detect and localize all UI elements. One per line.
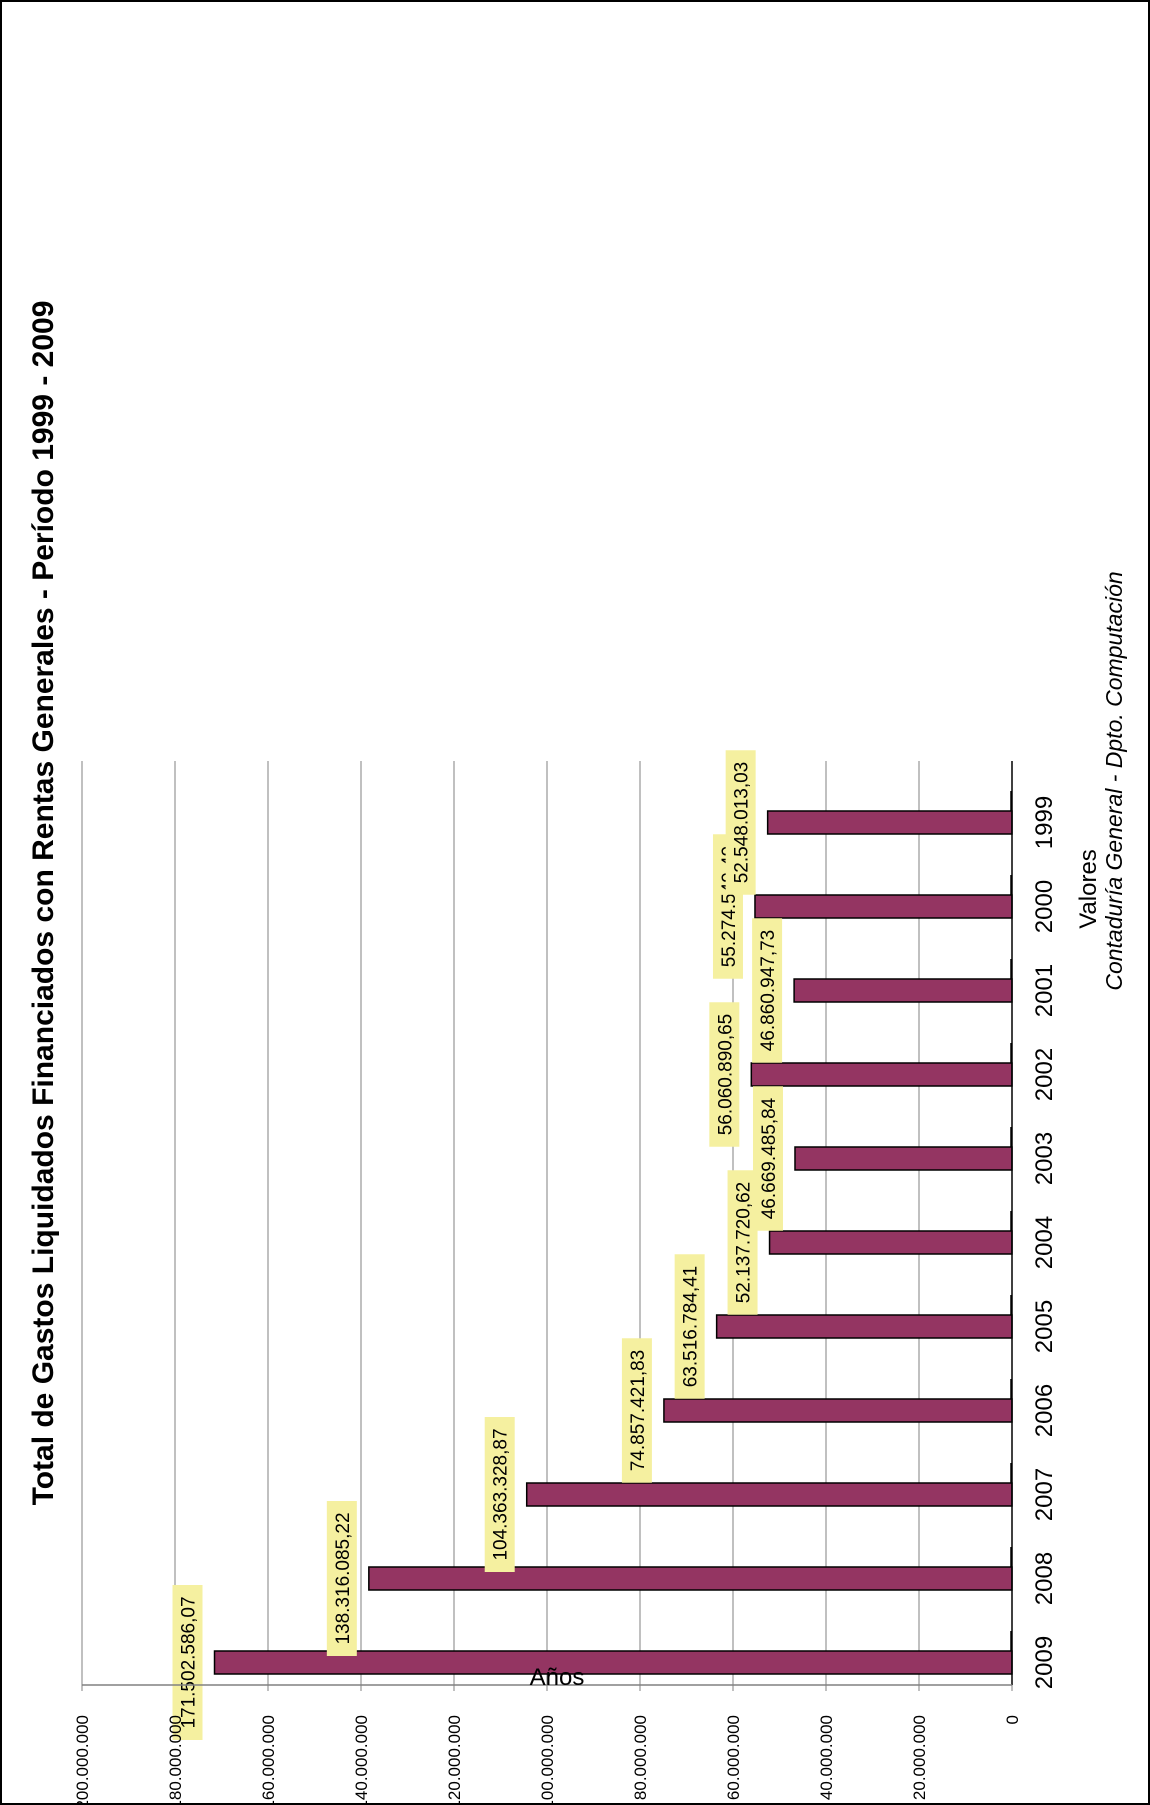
category-tick-labels: 2009 2008 2007 2006 2005 2004 2003 2002 2001 2000…: [1031, 796, 1058, 1689]
category-tick-label: 2004: [1031, 1216, 1058, 1269]
data-label-background: [752, 918, 783, 1063]
data-label-background: [752, 1086, 783, 1231]
value-tick-label: 40.000.000: [817, 1715, 836, 1800]
value-tick-label: 120.000.000: [445, 1715, 464, 1805]
data-label: 74.857.421,83: [628, 1350, 649, 1472]
data-label-background: [621, 1338, 652, 1483]
value-tick-label: 20.000.000: [910, 1715, 929, 1800]
bar: [768, 1230, 1013, 1255]
data-label-background: [326, 1501, 357, 1656]
data-label-background: [172, 1585, 203, 1740]
data-label: 52.548.013,03: [732, 762, 753, 884]
data-labels: 171.502.586,07 138.316.085,22 104.363.328,…: [172, 750, 783, 1740]
data-label: 138.316.085,22: [333, 1512, 354, 1644]
value-tick-label: 200.000.000: [73, 1715, 92, 1805]
value-tick-label: 0: [1003, 1715, 1022, 1724]
bar: [794, 1146, 1013, 1171]
bar: [368, 1566, 1013, 1591]
data-label-background: [484, 1417, 515, 1572]
bar: [754, 894, 1013, 919]
bar: [750, 1062, 1013, 1087]
data-label: 52.137.720,62: [734, 1182, 755, 1304]
data-label: 46.669.485,84: [759, 1097, 780, 1219]
bar: [766, 810, 1013, 835]
data-label: 56.060.890,65: [715, 1014, 736, 1136]
category-tick-label: 2009: [1031, 1636, 1058, 1689]
data-label-background: [709, 1002, 740, 1147]
bar: [715, 1314, 1013, 1339]
chart-title: Total de Gastos Liquidados Financiados c…: [27, 301, 60, 1506]
category-tick-label: 2006: [1031, 1384, 1058, 1437]
category-tick-label: 2003: [1031, 1132, 1058, 1185]
bar: [793, 978, 1013, 1003]
data-label-background: [725, 750, 756, 895]
bar: [663, 1398, 1013, 1423]
data-label: 104.363.328,87: [491, 1428, 512, 1560]
value-tick-label: 160.000.000: [259, 1715, 278, 1805]
data-label: 46.860.947,73: [758, 930, 779, 1052]
rotated-chart-group: Total de Gastos Liquidados Financiados c…: [27, 301, 1127, 1805]
category-tick-label: 2002: [1031, 1048, 1058, 1101]
category-tick-label: 1999: [1031, 796, 1058, 849]
value-tick-label: 100.000.000: [538, 1715, 557, 1805]
footer-credit: Contaduría General - Dpto. Computación: [1101, 571, 1127, 990]
category-tick-label: 2001: [1031, 964, 1058, 1017]
value-tick-label: 140.000.000: [352, 1715, 371, 1805]
category-axis-title: Años: [530, 1664, 585, 1691]
category-tick-label: 2007: [1031, 1468, 1058, 1521]
data-label: 63.516.784,41: [681, 1266, 702, 1388]
bar: [525, 1482, 1013, 1507]
category-tick-label: 2005: [1031, 1300, 1058, 1353]
category-tick-label: 2008: [1031, 1552, 1058, 1605]
value-tick-label: 60.000.000: [724, 1715, 743, 1800]
bars: [213, 791, 1013, 1675]
data-label-background: [674, 1254, 705, 1399]
data-label: 171.502.586,07: [179, 1596, 200, 1728]
value-tick-label: 80.000.000: [631, 1715, 650, 1800]
data-label-background: [727, 1170, 758, 1315]
value-tick-labels: 0 20.000.000 40.000.000 60.000.000 80.000.00…: [73, 1715, 1022, 1805]
category-tick-label: 2000: [1031, 880, 1058, 933]
value-tick-label: 180.000.000: [166, 1715, 185, 1805]
value-axis-title: Valores: [1075, 849, 1102, 929]
